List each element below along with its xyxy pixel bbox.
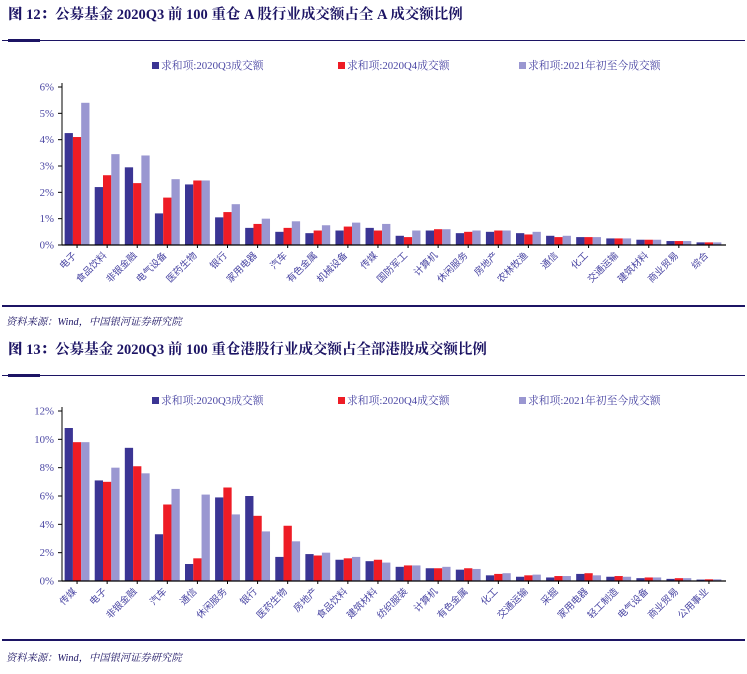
svg-text:休闲服务: 休闲服务 bbox=[194, 585, 230, 621]
svg-text:汽车: 汽车 bbox=[268, 249, 290, 271]
svg-text:电子: 电子 bbox=[57, 249, 79, 271]
svg-text:建筑材料: 建筑材料 bbox=[615, 249, 651, 285]
svg-text:有色金属: 有色金属 bbox=[435, 586, 471, 622]
svg-text:公用事业: 公用事业 bbox=[675, 585, 711, 621]
svg-text:汽车: 汽车 bbox=[147, 585, 169, 607]
svg-text:食品饮料: 食品饮料 bbox=[74, 249, 110, 285]
svg-text:0%: 0% bbox=[40, 240, 54, 252]
svg-text:6%: 6% bbox=[40, 491, 54, 503]
svg-text:传媒: 传媒 bbox=[57, 585, 79, 607]
svg-text:商业贸易: 商业贸易 bbox=[645, 250, 681, 286]
svg-text:4%: 4% bbox=[40, 134, 54, 146]
svg-text:轻工制造: 轻工制造 bbox=[585, 585, 621, 621]
svg-text:家用电器: 家用电器 bbox=[555, 585, 591, 621]
svg-text:3%: 3% bbox=[40, 161, 54, 173]
svg-text:传媒: 传媒 bbox=[358, 249, 380, 271]
svg-text:纺织服装: 纺织服装 bbox=[375, 585, 411, 621]
svg-text:银行: 银行 bbox=[208, 249, 230, 271]
svg-text:2%: 2% bbox=[40, 547, 54, 559]
svg-text:农林牧渔: 农林牧渔 bbox=[495, 249, 531, 285]
svg-text:通信: 通信 bbox=[177, 585, 199, 607]
svg-text:6%: 6% bbox=[40, 82, 54, 94]
svg-text:通信: 通信 bbox=[539, 249, 561, 271]
svg-text:家用电器: 家用电器 bbox=[224, 249, 260, 285]
svg-text:综合: 综合 bbox=[689, 249, 711, 271]
svg-text:8%: 8% bbox=[40, 462, 54, 474]
svg-text:12%: 12% bbox=[34, 406, 54, 418]
svg-text:国防军工: 国防军工 bbox=[375, 249, 411, 285]
svg-text:采掘: 采掘 bbox=[539, 586, 561, 608]
svg-text:房地产: 房地产 bbox=[291, 586, 320, 615]
svg-text:1%: 1% bbox=[40, 213, 54, 225]
svg-text:0%: 0% bbox=[40, 576, 54, 588]
svg-text:化工: 化工 bbox=[478, 585, 500, 607]
svg-text:医药生物: 医药生物 bbox=[254, 585, 290, 621]
svg-text:食品饮料: 食品饮料 bbox=[314, 585, 350, 621]
svg-text:计算机: 计算机 bbox=[411, 249, 440, 278]
svg-text:非银金融: 非银金融 bbox=[104, 585, 140, 621]
svg-text:建筑材料: 建筑材料 bbox=[344, 585, 380, 621]
svg-text:非银金融: 非银金融 bbox=[104, 249, 140, 285]
svg-text:2%: 2% bbox=[40, 187, 54, 199]
svg-text:房地产: 房地产 bbox=[472, 250, 501, 279]
svg-text:电气设备: 电气设备 bbox=[615, 585, 651, 621]
svg-text:5%: 5% bbox=[40, 108, 54, 120]
svg-text:10%: 10% bbox=[34, 434, 54, 446]
svg-text:交通运输: 交通运输 bbox=[585, 249, 621, 285]
svg-text:计算机: 计算机 bbox=[411, 585, 440, 614]
svg-text:化工: 化工 bbox=[569, 249, 591, 271]
svg-text:银行: 银行 bbox=[238, 585, 260, 607]
svg-text:电气设备: 电气设备 bbox=[134, 249, 170, 285]
svg-text:机械设备: 机械设备 bbox=[314, 249, 350, 285]
svg-text:有色金属: 有色金属 bbox=[284, 250, 320, 286]
svg-text:4%: 4% bbox=[40, 519, 54, 531]
svg-text:交通运输: 交通运输 bbox=[495, 585, 531, 621]
svg-text:商业贸易: 商业贸易 bbox=[645, 586, 681, 622]
svg-text:电子: 电子 bbox=[87, 585, 109, 607]
svg-text:休闲服务: 休闲服务 bbox=[435, 249, 471, 285]
svg-text:医药生物: 医药生物 bbox=[164, 249, 200, 285]
